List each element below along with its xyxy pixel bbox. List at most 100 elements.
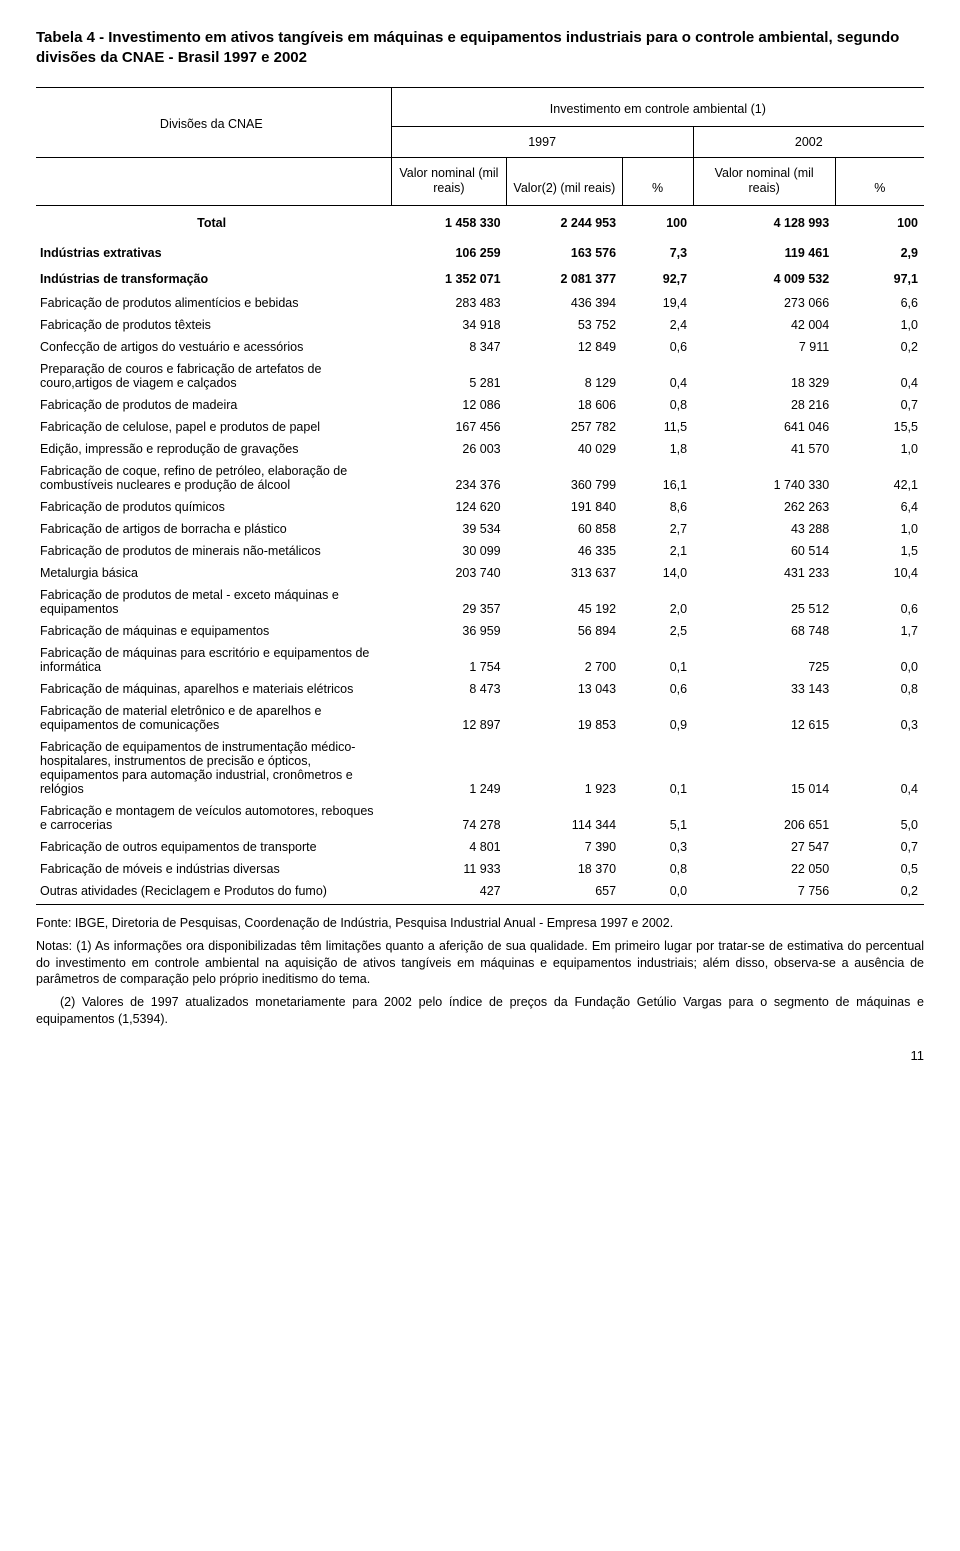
cell-p2: 2,9 [835,240,924,266]
col-header-2: Valor(2) (mil reais) [507,157,622,205]
cell-v3: 1 740 330 [693,460,835,496]
cell-v1: 234 376 [391,460,506,496]
cell-p1: 0,1 [622,642,693,678]
cell-v3: 33 143 [693,678,835,700]
cell-v2: 45 192 [507,584,622,620]
note-2: (2) Valores de 1997 atualizados monetari… [36,994,924,1028]
cell-v3: 725 [693,642,835,678]
cell-v1: 8 473 [391,678,506,700]
cell-p2: 5,0 [835,800,924,836]
cell-v1: 34 918 [391,314,506,336]
row-label: Fabricação de celulose, papel e produtos… [36,416,391,438]
cell-v2: 60 858 [507,518,622,540]
cell-v2: 1 923 [507,736,622,800]
notes-block: Fonte: IBGE, Diretoria de Pesquisas, Coo… [36,915,924,1028]
cell-p2: 15,5 [835,416,924,438]
table-row: Fabricação de material eletrônico e de a… [36,700,924,736]
table-row: Preparação de couros e fabricação de art… [36,358,924,394]
cell-p1: 2,0 [622,584,693,620]
cell-v2: 2 081 377 [507,266,622,292]
cell-p2: 97,1 [835,266,924,292]
table-row: Fabricação de móveis e indústrias divers… [36,858,924,880]
table-row: Fabricação de artigos de borracha e plás… [36,518,924,540]
cell-v2: 313 637 [507,562,622,584]
note-1: Notas: (1) As informações ora disponibil… [36,938,924,989]
row-label: Fabricação de material eletrônico e de a… [36,700,391,736]
cell-v2: 163 576 [507,240,622,266]
table-row: Fabricação e montagem de veículos automo… [36,800,924,836]
cell-p2: 42,1 [835,460,924,496]
cell-v2: 7 390 [507,836,622,858]
table-row: Fabricação de produtos químicos124 62019… [36,496,924,518]
cell-p1: 0,4 [622,358,693,394]
cell-p1: 2,1 [622,540,693,562]
cell-v3: 41 570 [693,438,835,460]
cell-p1: 19,4 [622,292,693,314]
row-label: Metalurgia básica [36,562,391,584]
cell-v3: 25 512 [693,584,835,620]
cell-p2: 0,4 [835,358,924,394]
page-number: 11 [36,1048,924,1063]
cell-p1: 2,4 [622,314,693,336]
cell-v1: 12 086 [391,394,506,416]
cell-v1: 26 003 [391,438,506,460]
row-label: Fabricação de produtos de minerais não-m… [36,540,391,562]
cell-v1: 4 801 [391,836,506,858]
cell-p1: 2,7 [622,518,693,540]
table-row: Metalurgia básica203 740313 63714,0431 2… [36,562,924,584]
cell-p1: 14,0 [622,562,693,584]
cell-v2: 18 606 [507,394,622,416]
col-header-3: % [622,157,693,205]
cell-v2: 657 [507,880,622,905]
cell-v2: 191 840 [507,496,622,518]
cell-v1: 11 933 [391,858,506,880]
table-row: Fabricação de produtos de minerais não-m… [36,540,924,562]
cell-v2: 19 853 [507,700,622,736]
cell-v3: 43 288 [693,518,835,540]
row-label: Fabricação de produtos de madeira [36,394,391,416]
cell-p1: 16,1 [622,460,693,496]
cell-v1: 1 754 [391,642,506,678]
cell-v3: 60 514 [693,540,835,562]
cell-p1: 8,6 [622,496,693,518]
header-columns-row: Valor nominal (mil reais) Valor(2) (mil … [36,157,924,205]
cell-p2: 0,7 [835,394,924,416]
row-label: Fabricação de artigos de borracha e plás… [36,518,391,540]
cell-p1: 5,1 [622,800,693,836]
cell-p2: 1,0 [835,314,924,336]
cell-v1: 106 259 [391,240,506,266]
cell-p2: 1,0 [835,438,924,460]
cell-p2: 0,2 [835,880,924,905]
data-table: Divisões da CNAE Investimento em control… [36,87,924,905]
cell-v3: 68 748 [693,620,835,642]
row-label: Preparação de couros e fabricação de art… [36,358,391,394]
cell-p1: 0,6 [622,678,693,700]
row-label: Fabricação e montagem de veículos automo… [36,800,391,836]
header-caption-row: Divisões da CNAE Investimento em control… [36,87,924,126]
cell-v2: 53 752 [507,314,622,336]
row-label: Fabricação de produtos químicos [36,496,391,518]
col-header-5: % [835,157,924,205]
cell-p1: 0,0 [622,880,693,905]
row-label: Fabricação de máquinas, aparelhos e mate… [36,678,391,700]
cell-p2: 0,7 [835,836,924,858]
cell-v1: 39 534 [391,518,506,540]
cell-v3: 206 651 [693,800,835,836]
cell-v3: 262 263 [693,496,835,518]
cell-v1: 30 099 [391,540,506,562]
row-label: Fabricação de máquinas para escritório e… [36,642,391,678]
cell-v3: 15 014 [693,736,835,800]
cell-p2: 1,7 [835,620,924,642]
cell-v1: 124 620 [391,496,506,518]
cell-p1: 92,7 [622,266,693,292]
total-p2: 100 [835,205,924,240]
table-row: Fabricação de equipamentos de instrument… [36,736,924,800]
cell-v1: 12 897 [391,700,506,736]
cell-p1: 0,8 [622,394,693,416]
cell-v2: 46 335 [507,540,622,562]
total-v2: 2 244 953 [507,205,622,240]
total-row: Total 1 458 330 2 244 953 100 4 128 993 … [36,205,924,240]
row-label: Fabricação de produtos de metal - exceto… [36,584,391,620]
table-row: Fabricação de coque, refino de petróleo,… [36,460,924,496]
table-row: Confecção de artigos do vestuário e aces… [36,336,924,358]
